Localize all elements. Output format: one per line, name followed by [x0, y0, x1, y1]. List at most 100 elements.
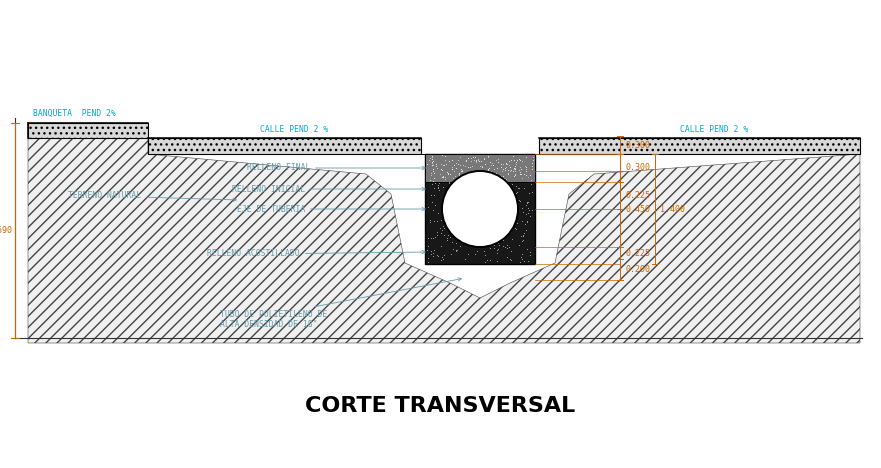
Point — [426, 247, 440, 254]
Point — [448, 246, 463, 253]
Point — [440, 231, 455, 239]
Text: EJE DE TUBERIA: EJE DE TUBERIA — [237, 205, 426, 213]
Point — [448, 173, 463, 180]
Point — [503, 167, 517, 175]
Point — [507, 170, 522, 178]
Point — [493, 221, 507, 229]
Point — [503, 255, 517, 263]
Point — [493, 163, 507, 170]
Point — [469, 215, 483, 223]
Point — [466, 169, 480, 176]
Point — [426, 206, 440, 214]
Point — [507, 215, 521, 222]
Point — [427, 169, 441, 177]
Polygon shape — [539, 138, 860, 154]
Point — [430, 229, 444, 236]
Point — [494, 161, 508, 168]
Point — [478, 251, 492, 259]
Point — [477, 247, 491, 254]
Point — [453, 220, 467, 227]
Point — [450, 156, 464, 163]
Point — [465, 232, 479, 239]
Point — [424, 191, 438, 199]
Point — [505, 256, 519, 263]
Point — [421, 234, 435, 241]
Point — [509, 161, 523, 168]
Point — [476, 219, 490, 226]
Point — [502, 221, 516, 228]
Point — [425, 159, 439, 166]
Point — [497, 184, 511, 192]
Text: RELLENO FINAL: RELLENO FINAL — [247, 163, 426, 173]
Point — [520, 211, 534, 218]
Point — [453, 242, 467, 249]
Point — [476, 162, 490, 170]
Point — [475, 174, 489, 181]
Point — [516, 233, 530, 240]
Point — [477, 241, 491, 249]
Point — [448, 168, 462, 175]
Point — [425, 160, 439, 167]
Point — [479, 208, 493, 215]
Point — [524, 176, 538, 184]
Point — [452, 197, 466, 205]
Point — [436, 173, 450, 181]
Point — [519, 226, 533, 234]
Point — [444, 219, 458, 227]
Point — [477, 176, 491, 183]
Point — [487, 221, 501, 228]
Text: BANQUETA  PEND 2%: BANQUETA PEND 2% — [33, 109, 116, 118]
Point — [508, 225, 522, 233]
Point — [434, 174, 448, 181]
Point — [519, 167, 533, 175]
Point — [517, 229, 531, 236]
Polygon shape — [28, 123, 148, 138]
Point — [441, 169, 455, 176]
Point — [485, 159, 499, 167]
Point — [464, 173, 478, 180]
Point — [437, 203, 451, 211]
Point — [440, 234, 455, 241]
Point — [500, 230, 515, 238]
Text: RELLENO INICIAL: RELLENO INICIAL — [232, 184, 426, 193]
Point — [435, 166, 449, 174]
Point — [519, 171, 533, 179]
Point — [427, 233, 441, 241]
Point — [440, 170, 455, 177]
Point — [496, 236, 510, 244]
Point — [496, 173, 510, 180]
Point — [486, 170, 500, 178]
Point — [426, 177, 440, 185]
Point — [521, 210, 535, 217]
Point — [515, 250, 529, 258]
Point — [446, 245, 460, 253]
Point — [444, 229, 458, 237]
Point — [452, 171, 466, 179]
Point — [496, 242, 510, 249]
Point — [459, 189, 473, 197]
Point — [498, 166, 512, 174]
Point — [430, 252, 444, 259]
Point — [464, 157, 478, 164]
Point — [520, 245, 534, 253]
Point — [423, 216, 437, 223]
Point — [486, 162, 500, 169]
Point — [478, 174, 492, 181]
Point — [452, 169, 466, 177]
Point — [442, 233, 456, 241]
Point — [484, 220, 498, 228]
Point — [437, 231, 451, 239]
Point — [516, 257, 530, 265]
Point — [441, 179, 455, 186]
Point — [459, 174, 473, 181]
Point — [496, 165, 510, 173]
Point — [484, 167, 498, 175]
Point — [508, 165, 522, 172]
Point — [492, 155, 506, 163]
Point — [450, 246, 464, 254]
Point — [463, 187, 477, 195]
Point — [442, 178, 456, 185]
Point — [507, 215, 522, 222]
Point — [508, 158, 522, 166]
Point — [509, 219, 523, 227]
